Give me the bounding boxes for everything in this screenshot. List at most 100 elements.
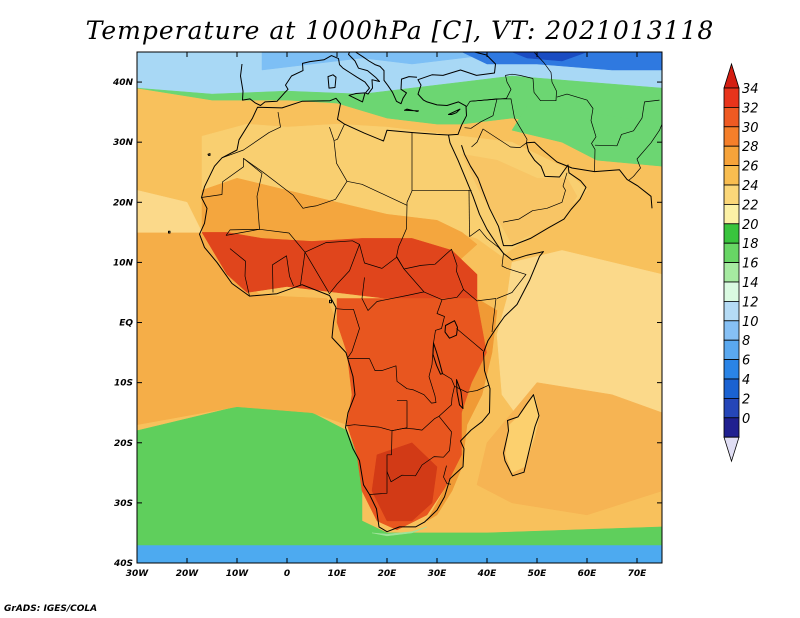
- lon-tick-label: 60E: [578, 569, 598, 579]
- colorbar-swatch: [723, 223, 740, 244]
- border-caspian: [532, 52, 557, 102]
- border-congo-west: [335, 308, 360, 358]
- colorbar-label: 14: [742, 276, 759, 291]
- longitude-axis: 30W 20W 10W 0 10E 20E 30E 40E 50E 60E 70E: [126, 52, 647, 579]
- lat-tick-label: 20S: [114, 439, 133, 449]
- grads-credit: GrADS: IGES/COLA: [4, 604, 98, 614]
- border-tunisia-libya: [334, 123, 345, 141]
- border-mozambique-inner: [443, 465, 452, 485]
- lat-tick-label: 10S: [114, 379, 133, 389]
- lon-tick-label: 30E: [428, 569, 448, 579]
- coast-southern-europe: [240, 52, 380, 106]
- coast-madagascar-coast: [503, 394, 540, 477]
- colorbar-label: 18: [742, 237, 759, 252]
- colorbar-label: 32: [742, 101, 759, 116]
- lat-tick-label: 30S: [114, 499, 133, 509]
- border-west-africa-inner: [229, 248, 250, 297]
- field-cape-cool: [371, 526, 428, 537]
- border-tanzania-kenya: [456, 328, 484, 352]
- field-southern-africa-deep: [371, 442, 438, 522]
- lon-tick-label: 0: [284, 569, 290, 579]
- lat-tick-label: EQ: [119, 319, 133, 329]
- border-syria-jordan: [464, 98, 498, 129]
- lon-tick-label: 40E: [477, 569, 498, 579]
- lon-tick-label: 70E: [628, 569, 648, 579]
- colorbar-label: 6: [742, 354, 750, 369]
- border-mauritania-mali: [201, 158, 263, 236]
- border-sudan-eritrea: [468, 190, 470, 237]
- coast-lake-victoria: [444, 320, 458, 339]
- border-algeria-mali: [243, 126, 348, 209]
- border-niger-chad-libya: [346, 132, 413, 206]
- colorbar-label: 4: [742, 373, 750, 388]
- lon-tick-label: 10W: [226, 569, 250, 579]
- border-iran-east: [556, 93, 597, 172]
- lat-tick-label: 10N: [113, 258, 134, 268]
- lon-tick-label: 50E: [528, 569, 548, 579]
- colorbar-top-arrow: [723, 62, 740, 89]
- lat-tick-label: 40N: [112, 78, 134, 88]
- colorbar-swatch: [723, 262, 740, 283]
- lon-tick-label: 30W: [126, 569, 150, 579]
- colorbar-bottom-arrow: [723, 436, 740, 463]
- lat-tick-label: 20N: [113, 198, 134, 208]
- border-zambia-zimbabwe: [413, 373, 455, 431]
- border-saudi-borders: [471, 128, 527, 148]
- coastlines: [168, 52, 653, 533]
- colorbar-label: 22: [742, 198, 759, 213]
- border-ethiopia-somalia: [469, 228, 527, 299]
- latitude-axis: 40N 30N 20N 10N EQ 10S 20S 30S 40S: [112, 78, 662, 569]
- border-tanzania-mozambique: [454, 384, 490, 393]
- colorbar-label: 8: [742, 334, 750, 349]
- border-cameroon-car: [361, 277, 425, 311]
- colorbar-swatch: [723, 281, 740, 302]
- field-middle-east-green: [511, 105, 662, 167]
- colorbar-swatch: [723, 320, 740, 341]
- chart-title: Temperature at 1000hPa [C], VT: 20210131…: [85, 16, 715, 45]
- colorbar-swatch: [723, 359, 740, 380]
- colorbar-label: 12: [742, 295, 759, 310]
- border-ghana-togo: [272, 255, 294, 293]
- colorbar-label: 2: [742, 392, 750, 407]
- coast-sardinia: [327, 74, 337, 89]
- colorbar-swatch: [723, 107, 740, 128]
- border-angola-namibia: [345, 424, 414, 432]
- colorbar-label: 34: [742, 82, 759, 97]
- coast-crete: [404, 108, 419, 112]
- colorbar-swatch: [723, 300, 740, 322]
- colorbar-swatch: [723, 378, 740, 399]
- country-borders: [201, 52, 662, 495]
- coast-africa-coast: [199, 97, 544, 533]
- lon-tick-label: 10E: [328, 569, 348, 579]
- temperature-field: [137, 52, 662, 563]
- coast-canary-islands: [207, 153, 211, 156]
- map-frame: [136, 51, 663, 564]
- colorbar-swatch: [723, 165, 740, 186]
- colorbar-swatch: [723, 203, 740, 225]
- field-east-africa-orange: [426, 298, 498, 522]
- colorbar-label: 10: [742, 315, 759, 330]
- coast-balkan-coast: [355, 52, 418, 105]
- colorbar-label: 16: [742, 257, 759, 272]
- colorbar-label: 28: [742, 140, 759, 155]
- border-chad-sudan: [396, 205, 408, 270]
- colorbar-swatch: [723, 397, 740, 419]
- colorbar-label: 24: [742, 179, 759, 194]
- colorbar-label: 30: [742, 121, 759, 136]
- border-afghanistan-pakistan: [594, 99, 660, 147]
- colorbar-label: 20: [742, 218, 759, 233]
- field-west-africa-red: [201, 232, 478, 299]
- coast-arabia-coast: [461, 141, 653, 247]
- field-europe-navy: [511, 52, 588, 62]
- lon-tick-label: 20E: [378, 569, 398, 579]
- colorbar-swatch: [723, 145, 740, 166]
- coast-sinai-mediterranean: [417, 52, 496, 136]
- border-india-pakistan: [628, 123, 662, 181]
- colorbar-swatch: [723, 184, 740, 205]
- border-morocco-algeria: [221, 112, 281, 159]
- colorbar-swatch: [723, 126, 740, 147]
- colorbar-label: 26: [742, 160, 759, 175]
- colorbar-swatch: [723, 417, 740, 438]
